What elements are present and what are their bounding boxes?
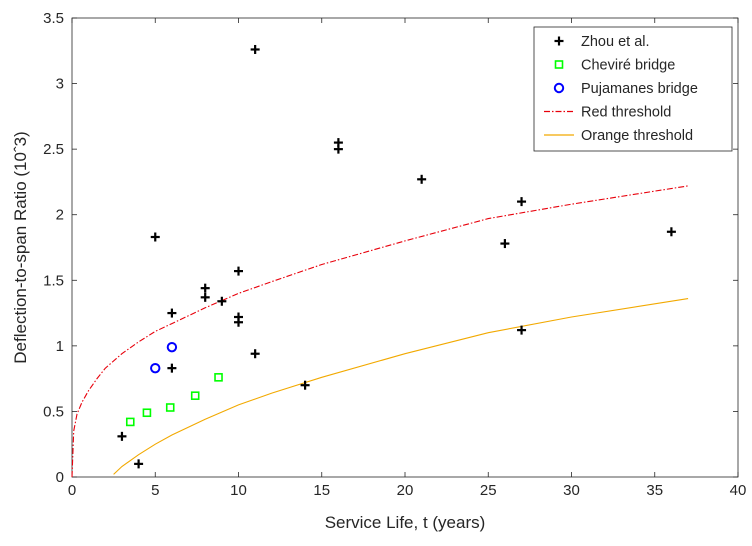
y-tick-label: 1 <box>56 338 64 355</box>
y-tick-label: 2 <box>56 207 64 224</box>
zhou-et-al-point <box>333 144 343 154</box>
zhou-et-al-point <box>517 325 527 335</box>
y-tick-label: 3 <box>56 76 64 93</box>
y-tick-label: 0 <box>56 469 64 486</box>
zhou-et-al-point <box>200 283 210 293</box>
chevire-bridge-point <box>190 391 200 400</box>
pujamanes-bridge-point <box>150 362 161 374</box>
zhou-et-al-point <box>217 296 227 306</box>
legend-box <box>533 26 733 152</box>
x-tick-label: 40 <box>730 482 747 499</box>
zhou-et-al-point <box>300 380 310 390</box>
chevire-bridge-point <box>142 408 152 418</box>
legend-label-chevire-bridge: Cheviré bridge <box>581 58 675 74</box>
legend-label-orange-threshold: Orange threshold <box>581 128 693 144</box>
zhou-et-al-point <box>167 308 177 318</box>
legend: Zhou et al. Cheviré bridge Pujamanes bridg… <box>533 26 733 152</box>
x-tick-label: 0 <box>68 482 76 499</box>
x-axis-title: Service Life, t (years) <box>325 513 486 532</box>
x-tick-label: 30 <box>563 482 580 499</box>
zhou-et-al-point <box>167 363 177 373</box>
zhou-et-al-point <box>200 292 210 302</box>
y-tick-label: 2.5 <box>43 141 64 158</box>
zhou-et-al-point <box>117 431 127 441</box>
y-tick-label: 3.5 <box>43 10 64 27</box>
zhou-et-al-point <box>250 44 260 54</box>
legend-label-red-threshold: Red threshold <box>581 105 671 121</box>
zhou-et-al-point <box>666 227 676 237</box>
x-tick-label: 20 <box>397 482 414 499</box>
zhou-et-al-point <box>250 349 260 359</box>
legend-label-zhou-et-al: Zhou et al. <box>581 34 650 50</box>
legend-swatch-pujamanes-bridge <box>553 82 565 94</box>
chevire-bridge-point <box>125 417 135 427</box>
legend-swatch-zhou-et-al <box>554 36 564 46</box>
y-axis-title: Deflection-to-span Ratio (10ˆ3) <box>11 131 30 363</box>
x-tick-label: 10 <box>230 482 247 499</box>
zhou-et-al-point <box>150 232 160 242</box>
zhou-et-al-point <box>517 197 527 207</box>
x-tick-label: 35 <box>646 482 663 499</box>
legend-swatch-chevire-bridge <box>554 60 564 69</box>
zhou-et-al-point <box>134 459 144 469</box>
chevire-bridge-point <box>165 403 175 412</box>
y-tick-label: 0.5 <box>43 403 64 420</box>
zhou-et-al-point <box>234 266 243 276</box>
legend-label-pujamanes-bridge: Pujamanes bridge <box>581 81 698 97</box>
zhou-et-al-point <box>234 317 243 327</box>
chevire-bridge-point <box>214 373 223 382</box>
threshold-lines-layer <box>71 185 689 478</box>
x-tick-label: 15 <box>313 482 330 499</box>
axes-layer: 0 5 10 15 20 25 30 35 40 0 0.5 1 1.5 2 2.5 3 3.5 <box>43 10 746 499</box>
zhou-et-al-point <box>500 239 510 249</box>
scatter-points-layer <box>117 44 676 469</box>
x-tick-label: 5 <box>151 482 159 499</box>
x-tick-label: 25 <box>480 482 497 499</box>
pujamanes-bridge-point <box>166 341 178 353</box>
zhou-et-al-point <box>417 174 427 184</box>
orange-threshold-line <box>113 298 689 475</box>
red-threshold-line <box>71 185 689 478</box>
y-tick-label: 1.5 <box>43 272 64 289</box>
